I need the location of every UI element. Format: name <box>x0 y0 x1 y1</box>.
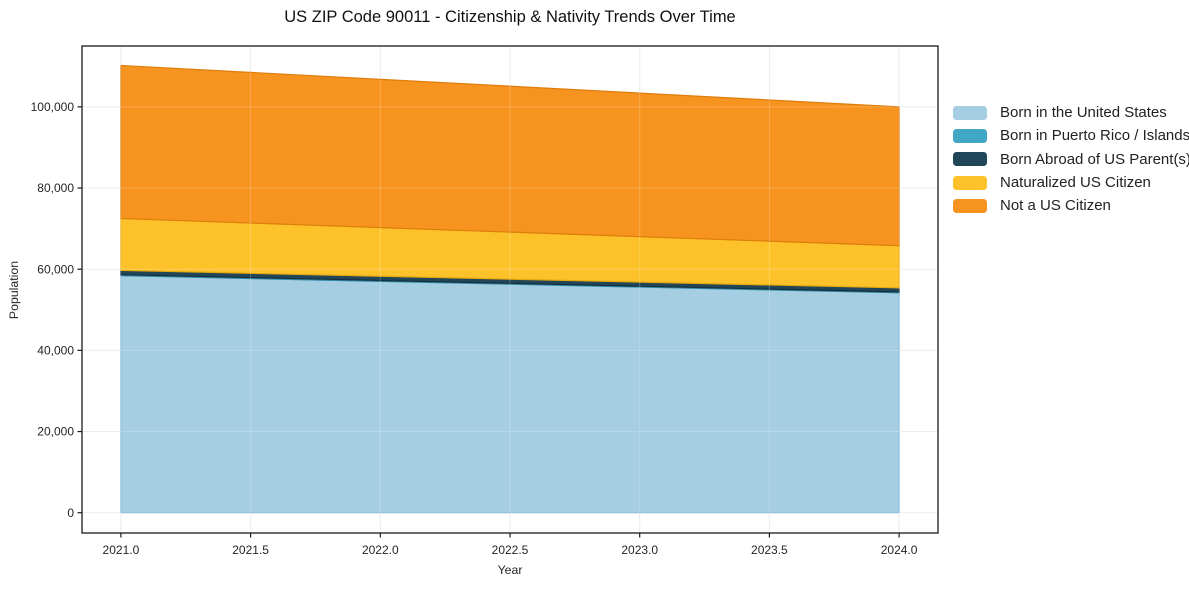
legend-label: Born in Puerto Rico / Islands <box>1000 127 1189 145</box>
legend-item: Not a US Citizen <box>953 194 1189 217</box>
y-tick-label: 0 <box>67 506 74 520</box>
legend-item: Born in the United States <box>953 101 1189 124</box>
y-tick-label: 60,000 <box>37 262 74 276</box>
legend-swatch-not-citizen-icon <box>953 198 987 213</box>
legend-label: Born in the United States <box>1000 104 1167 122</box>
x-axis-label: Year <box>497 563 523 577</box>
x-tick-label: 2023.5 <box>751 543 788 557</box>
legend-swatch-born-us-icon <box>953 105 987 120</box>
y-tick-label: 40,000 <box>37 344 74 358</box>
legend-label: Not a US Citizen <box>1000 197 1111 215</box>
y-tick-label: 100,000 <box>31 100 75 114</box>
chart-title: US ZIP Code 90011 - Citizenship & Nativi… <box>284 8 736 26</box>
legend-item: Born in Puerto Rico / Islands <box>953 124 1189 147</box>
legend-swatch-born-abroad-icon <box>953 152 987 167</box>
legend-swatch-born-pr-islands-icon <box>953 128 987 143</box>
legend-label: Naturalized US Citizen <box>1000 174 1151 192</box>
x-tick-label: 2022.0 <box>362 543 399 557</box>
x-tick-label: 2023.0 <box>621 543 658 557</box>
x-tick-label: 2021.0 <box>103 543 140 557</box>
legend-item: Naturalized US Citizen <box>953 171 1189 194</box>
legend-swatch-naturalized-icon <box>953 175 987 190</box>
area-series-4 <box>120 64 900 247</box>
legend-label: Born Abroad of US Parent(s) <box>1000 150 1189 168</box>
x-tick-label: 2021.5 <box>232 543 269 557</box>
y-tick-label: 80,000 <box>37 181 74 195</box>
x-tick-label: 2024.0 <box>881 543 918 557</box>
legend: Born in the United States Born in Puerto… <box>953 101 1189 217</box>
x-tick-label: 2022.5 <box>492 543 529 557</box>
y-tick-label: 20,000 <box>37 425 74 439</box>
legend-item: Born Abroad of US Parent(s) <box>953 148 1189 171</box>
